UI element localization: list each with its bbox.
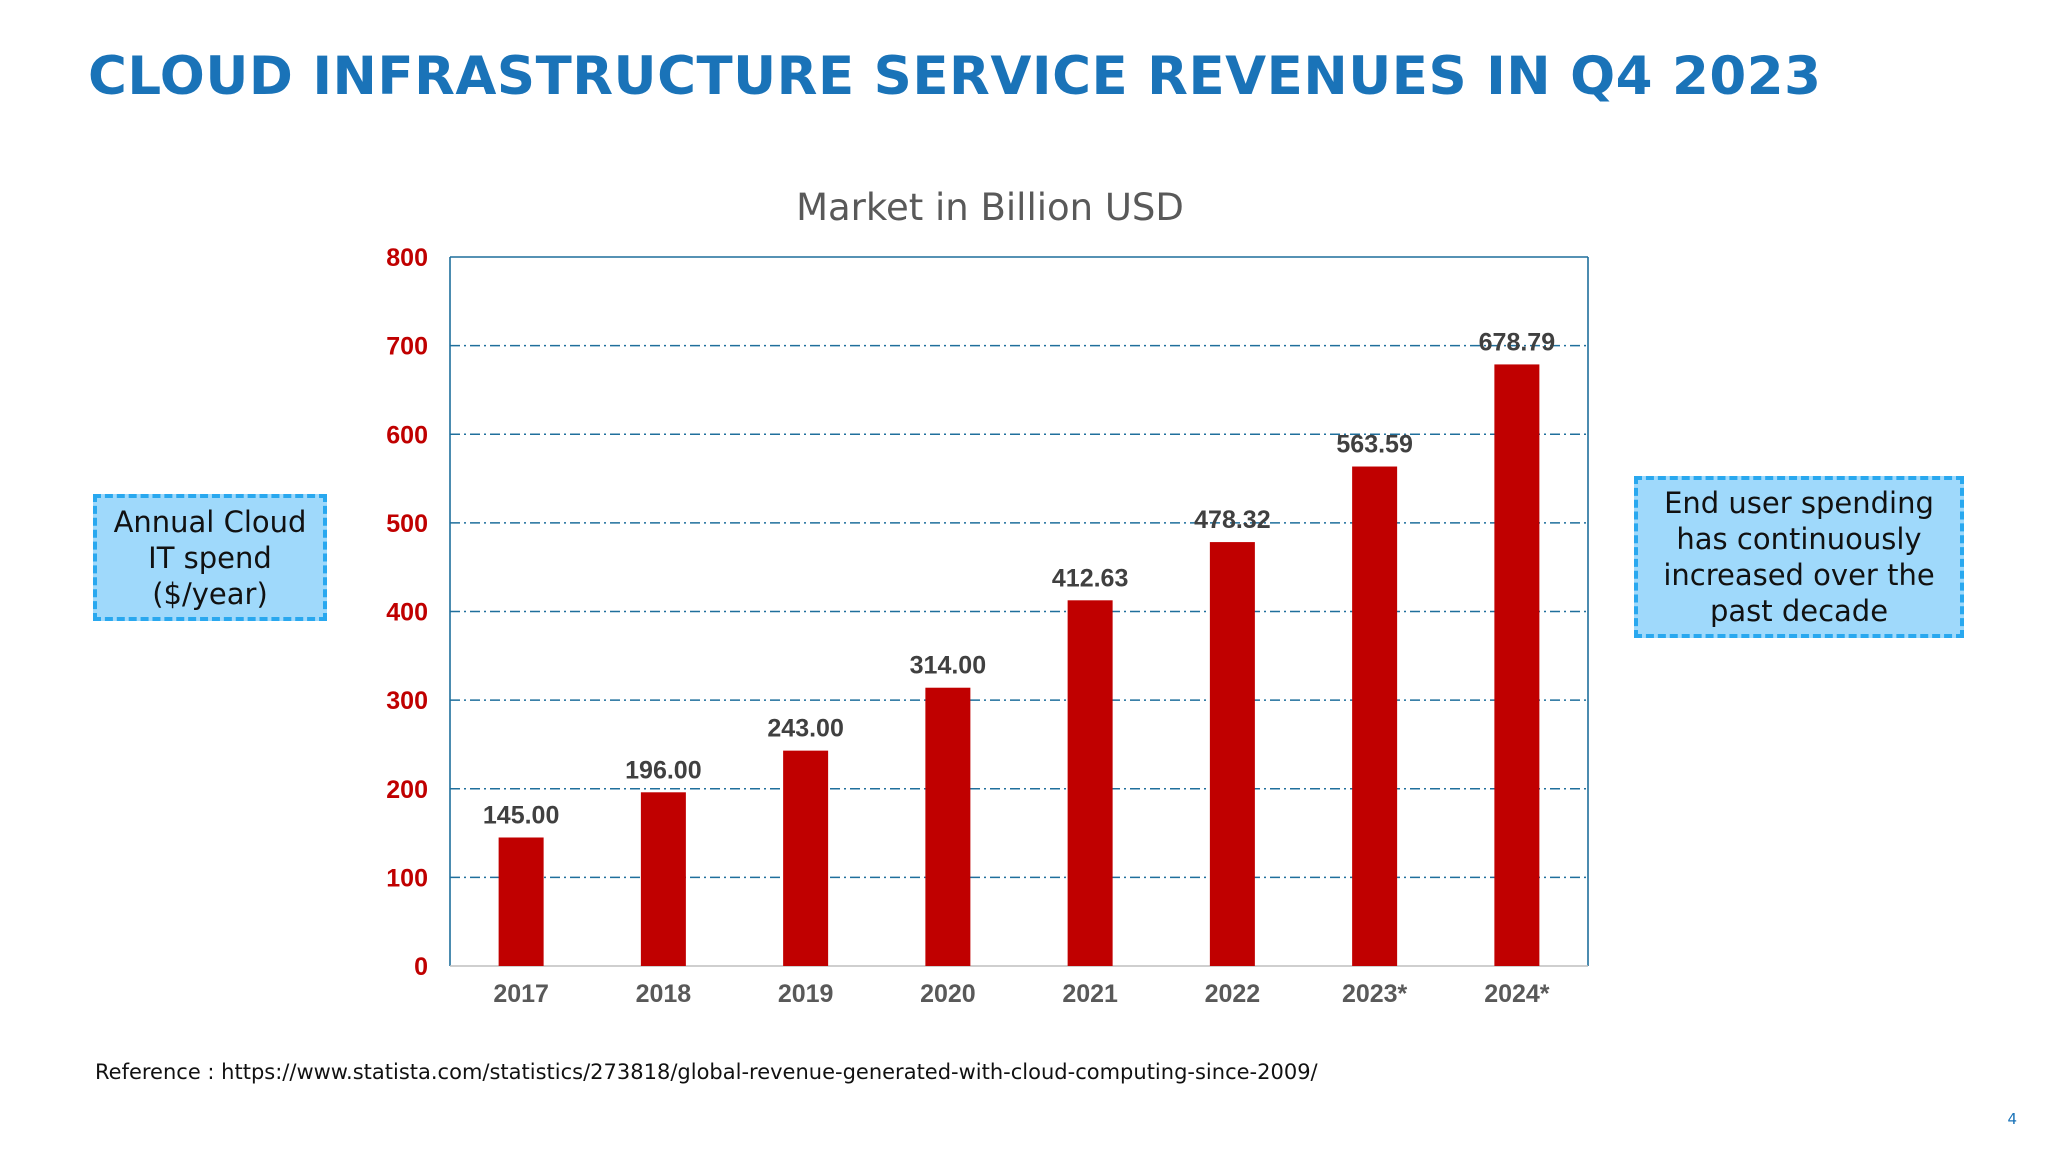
x-tick-label: 2021 <box>1062 980 1118 1008</box>
x-tick-label: 2022 <box>1205 980 1261 1008</box>
bar-2024-est <box>1494 364 1540 966</box>
gridlines <box>450 256 1588 879</box>
bar-2018 <box>640 792 686 966</box>
y-tick-label: 500 <box>386 510 428 538</box>
spending-trend-callout-text: End user spending has continuously incre… <box>1663 486 1935 628</box>
y-tick-label: 0 <box>414 953 428 981</box>
y-tick-label: 700 <box>386 333 428 361</box>
x-tick-label: 2020 <box>920 980 976 1008</box>
y-tick-label: 800 <box>386 244 428 272</box>
data-label: 196.00 <box>625 756 701 784</box>
data-label: 314.00 <box>910 652 986 680</box>
data-label: 563.59 <box>1336 431 1412 459</box>
x-tick-label: 2024* <box>1484 980 1550 1008</box>
slide-title: CLOUD INFRASTRUCTURE SERVICE REVENUES IN… <box>88 46 1822 107</box>
data-label: 412.63 <box>1052 564 1128 592</box>
bar-2019 <box>783 750 829 966</box>
y-tick-label: 100 <box>386 864 428 892</box>
y-tick-label: 600 <box>386 421 428 449</box>
spending-trend-callout: End user spending has continuously incre… <box>1634 476 1964 638</box>
chart-title: Market in Billion USD <box>796 186 1184 229</box>
bar-2020 <box>925 687 971 966</box>
axes <box>449 257 1589 967</box>
data-labels: 145.00 196.00 243.00 314.00 412.63 478.32 563.… <box>483 328 1555 829</box>
bars <box>498 364 1540 966</box>
y-axis-ticks: 0 100 200 300 400 500 600 700 800 <box>386 244 428 981</box>
y-tick-label: 400 <box>386 599 428 627</box>
x-tick-label: 2017 <box>493 980 549 1008</box>
bar-2017 <box>498 837 544 966</box>
data-label: 145.00 <box>483 801 559 829</box>
bar-2021 <box>1067 600 1113 966</box>
x-tick-label: 2019 <box>778 980 834 1008</box>
bar-2022 <box>1209 542 1255 966</box>
page-number: 4 <box>2007 1110 2017 1128</box>
y-tick-label: 200 <box>386 776 428 804</box>
x-axis-ticks: 2017 2018 2019 2020 2021 2022 2023* 2024* <box>493 980 1549 1008</box>
bar-2023-est <box>1352 466 1398 966</box>
x-tick-label: 2018 <box>636 980 692 1008</box>
data-label: 478.32 <box>1194 506 1270 534</box>
y-tick-label: 300 <box>386 687 428 715</box>
reference-note: Reference : https://www.statista.com/sta… <box>95 1060 1318 1084</box>
data-label: 678.79 <box>1479 328 1555 356</box>
x-tick-label: 2023* <box>1342 980 1408 1008</box>
data-label: 243.00 <box>767 715 843 743</box>
annual-cloud-spend-callout: Annual Cloud IT spend ($/year) <box>93 494 327 621</box>
annual-cloud-spend-callout-text: Annual Cloud IT spend ($/year) <box>113 504 307 611</box>
